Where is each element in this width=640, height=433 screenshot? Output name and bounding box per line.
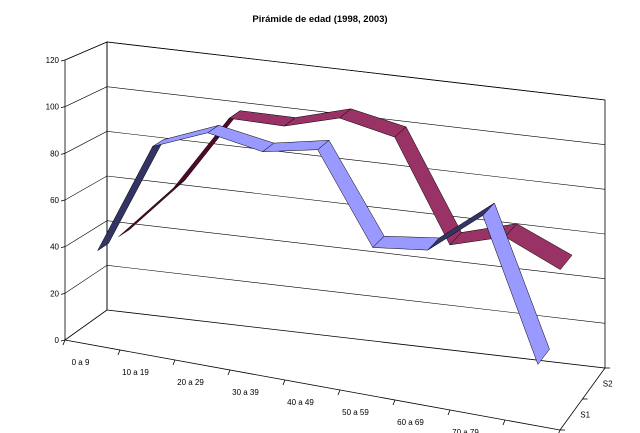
floor-front-edge: [64, 339, 561, 431]
gridlines: [64, 41, 606, 324]
y-tick-mark: [60, 246, 66, 249]
x-tick-mark: [227, 369, 231, 376]
x-tick-label: 30 a 39: [232, 388, 259, 397]
gridline: [64, 130, 606, 190]
y-tick-label: 60: [50, 196, 59, 205]
line-segment: [317, 140, 385, 248]
y-tick-label: 0: [55, 336, 60, 345]
series-axis-label: S1: [580, 411, 590, 420]
gridline: [64, 86, 606, 145]
x-tick-label: 10 a 19: [122, 368, 149, 377]
line-segment: [228, 110, 296, 127]
x-tick-label: 40 a 49: [287, 398, 314, 407]
y-tick-label: 20: [50, 289, 59, 298]
y-tick-mark: [60, 152, 66, 155]
x-tick-mark: [337, 389, 341, 396]
y-tick-mark: [60, 106, 66, 109]
line-segment: [504, 223, 573, 270]
y-tick-mark: [60, 59, 66, 62]
side-wall: [64, 41, 108, 341]
x-tick-label: 0 a 9: [72, 358, 90, 367]
y-axis-ticks: 0 20 40 60 80 100 120: [46, 56, 66, 345]
gridline: [64, 220, 606, 279]
line-segment: [97, 139, 164, 251]
x-tick-mark: [502, 419, 506, 426]
x-tick-mark: [392, 399, 396, 406]
x-tick-mark: [447, 409, 451, 416]
series-axis-label: S2: [603, 380, 613, 389]
y-tick-mark: [60, 199, 66, 202]
line-segment: [339, 108, 407, 138]
y-tick-label: 40: [50, 243, 59, 252]
gridline: [64, 41, 606, 101]
line-segment: [482, 202, 550, 365]
series-axis-ticks: S1 S2: [560, 367, 613, 431]
line-segment: [394, 126, 462, 246]
x-tick-label: 60 a 69: [397, 418, 424, 427]
x-tick-mark: [172, 359, 176, 366]
y-tick-label: 100: [46, 103, 60, 112]
gridline: [64, 264, 606, 324]
x-tick-label: 20 a 29: [177, 378, 204, 387]
x-tick-mark: [282, 379, 286, 386]
y-tick-label: 120: [46, 56, 60, 65]
x-axis-ticks: 0 a 9 10 a 19 20 a 29 30 a 39 40 a 49 50 a 59…: [62, 339, 561, 433]
y-tick-mark: [60, 292, 66, 295]
x-tick-label: 70 a 79: [452, 428, 479, 433]
series-ribbon: [97, 125, 550, 365]
line-segment: [118, 179, 186, 237]
series-ribbons: [97, 108, 573, 365]
line-segment: [173, 110, 241, 188]
x-tick-mark: [117, 349, 121, 356]
y-tick-label: 80: [50, 149, 59, 158]
line-segment: [372, 235, 440, 251]
chart-title: Pirámide de edad (1998, 2003): [252, 14, 387, 25]
x-tick-label: 50 a 59: [342, 408, 369, 417]
y-tick-mark: [60, 339, 66, 342]
x-tick-mark: [62, 339, 66, 346]
